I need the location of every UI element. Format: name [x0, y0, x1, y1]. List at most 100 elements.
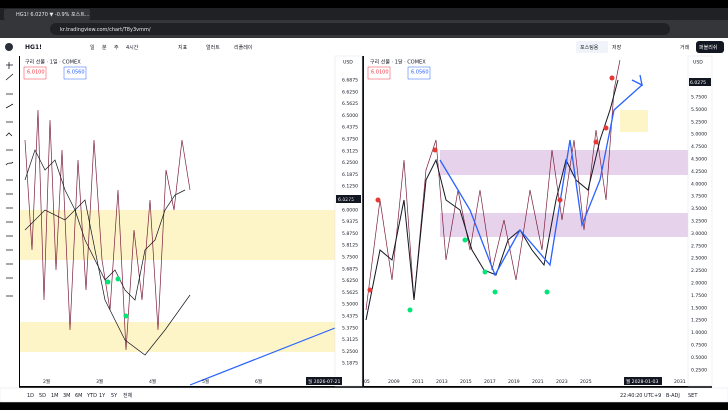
save[interactable]: 저장	[612, 44, 622, 51]
price-label: 6.2500	[342, 160, 358, 166]
range-button[interactable]: 5D	[39, 393, 46, 399]
trade[interactable]: 거래	[680, 44, 690, 51]
date-label: 7월	[308, 378, 315, 385]
date-label: 2023	[556, 379, 568, 385]
tab-strip	[0, 8, 728, 20]
price-label: 0.7500	[691, 343, 707, 349]
price-label: 3.2500	[691, 219, 707, 225]
date-label: 2013	[436, 379, 448, 385]
session[interactable]: SET	[688, 393, 698, 399]
buy-box[interactable]	[407, 66, 431, 80]
zone	[20, 210, 335, 260]
toolbar-item[interactable]: 얼러트	[206, 44, 220, 51]
range-button[interactable]: 1Y	[99, 393, 106, 399]
price-label: 5.8125	[342, 243, 358, 249]
price-label: 2.5000	[691, 256, 707, 262]
range-button[interactable]: 전체	[123, 392, 133, 399]
price-label: 6.3125	[342, 148, 358, 154]
price-label: 5.9375	[342, 219, 358, 225]
buy-price: 6.0560	[67, 70, 85, 76]
adjustment[interactable]: B-ADJ	[666, 393, 680, 399]
range-button[interactable]: 1M	[51, 393, 59, 399]
sell-price: 6.0100	[27, 70, 45, 76]
signals	[407, 237, 550, 313]
price-label: 6.6875	[342, 78, 358, 84]
price-label: 2.0000	[691, 281, 707, 287]
date-label: 2019	[508, 379, 520, 385]
interval[interactable]: 일	[90, 44, 95, 51]
price-label: 5.6250	[342, 278, 358, 284]
tv-toolbar	[0, 38, 728, 56]
url: kr.tradingview.com/chart/T8y3vmm/	[60, 27, 151, 33]
price-label: 5.5000	[691, 107, 707, 113]
price-label: 6.5625	[342, 101, 358, 107]
price-label: 5.1875	[342, 361, 358, 367]
avatar[interactable]	[5, 43, 13, 51]
range-button[interactable]: 6M	[75, 393, 83, 399]
price-label: 0.2500	[691, 367, 707, 373]
last-price: 6.0275	[690, 80, 706, 86]
sell-box[interactable]	[367, 66, 391, 80]
currency: USD	[343, 60, 353, 66]
tool-icons[interactable]	[5, 62, 14, 297]
range-button[interactable]: YTD	[86, 393, 97, 399]
buy-price: 6.0560	[411, 70, 429, 76]
sell-box[interactable]	[23, 66, 47, 80]
price-label: 1.0000	[691, 330, 707, 336]
price-label: 6.3750	[342, 137, 358, 143]
price-label: 4.7500	[691, 144, 707, 150]
publish: 퍼블리쉬	[699, 44, 717, 51]
toolbar-item[interactable]: 지표	[178, 44, 188, 51]
clock: 22:40:20 UTC+9	[620, 393, 661, 399]
tab[interactable]	[4, 9, 90, 20]
price-label: 1.2500	[691, 318, 707, 324]
date-label: 2월	[43, 378, 50, 385]
range-button[interactable]: 5Y	[111, 393, 118, 399]
symbol[interactable]: HG1!	[25, 44, 42, 51]
crosshair-date-tag	[306, 377, 342, 385]
right-price-axis	[687, 55, 713, 387]
last-price-tag	[336, 195, 361, 203]
price-label: 5.3750	[342, 325, 358, 331]
date-label: 2025	[580, 379, 592, 385]
date-label: 5월	[202, 378, 209, 385]
price-line	[365, 79, 619, 321]
interval[interactable]: 4시간	[126, 44, 139, 51]
buy-box[interactable]	[63, 66, 87, 80]
interval[interactable]: 분	[102, 45, 107, 51]
price-label: 6.5000	[342, 113, 358, 119]
address-bar[interactable]	[50, 23, 670, 35]
price-label: 6.6250	[342, 89, 358, 95]
date-label: 2015	[460, 379, 472, 385]
publish-button[interactable]	[696, 41, 724, 53]
range-button[interactable]: 3M	[63, 393, 71, 399]
toolbar-item[interactable]: 리플레이	[234, 44, 252, 51]
price-label: 5.7500	[691, 95, 707, 101]
date-label: 2009	[388, 379, 400, 385]
date-label: 2017	[484, 379, 496, 385]
zone	[620, 110, 648, 132]
price-label: 6.0000	[342, 207, 358, 213]
crosshair-date: 월 2028-01-03	[626, 378, 658, 385]
price-label: 3.0000	[691, 231, 707, 237]
crosshair-date-tag	[624, 377, 662, 385]
interval[interactable]: 주	[114, 45, 119, 51]
price-label: 0.5000	[691, 355, 707, 361]
price-line	[24, 149, 186, 301]
date-label: 2021	[532, 379, 544, 385]
range-button[interactable]: 1D	[27, 393, 34, 399]
legend: 구리 선물 · 1달 · COMEX	[370, 59, 426, 66]
indicator-line	[24, 109, 191, 351]
date-label: 2011	[412, 379, 424, 385]
date-label: 05	[364, 379, 370, 385]
drawing-toolbar	[0, 56, 19, 390]
date-label: 4월	[149, 378, 156, 385]
price-label: 4.2500	[691, 169, 707, 175]
last-price: 6.0275	[338, 197, 354, 203]
price-label: 5.4375	[342, 314, 358, 320]
currency: USD	[693, 60, 703, 66]
layout-button[interactable]	[576, 41, 608, 53]
price-label: 4.0000	[691, 181, 707, 187]
price-label: 3.7500	[691, 194, 707, 200]
